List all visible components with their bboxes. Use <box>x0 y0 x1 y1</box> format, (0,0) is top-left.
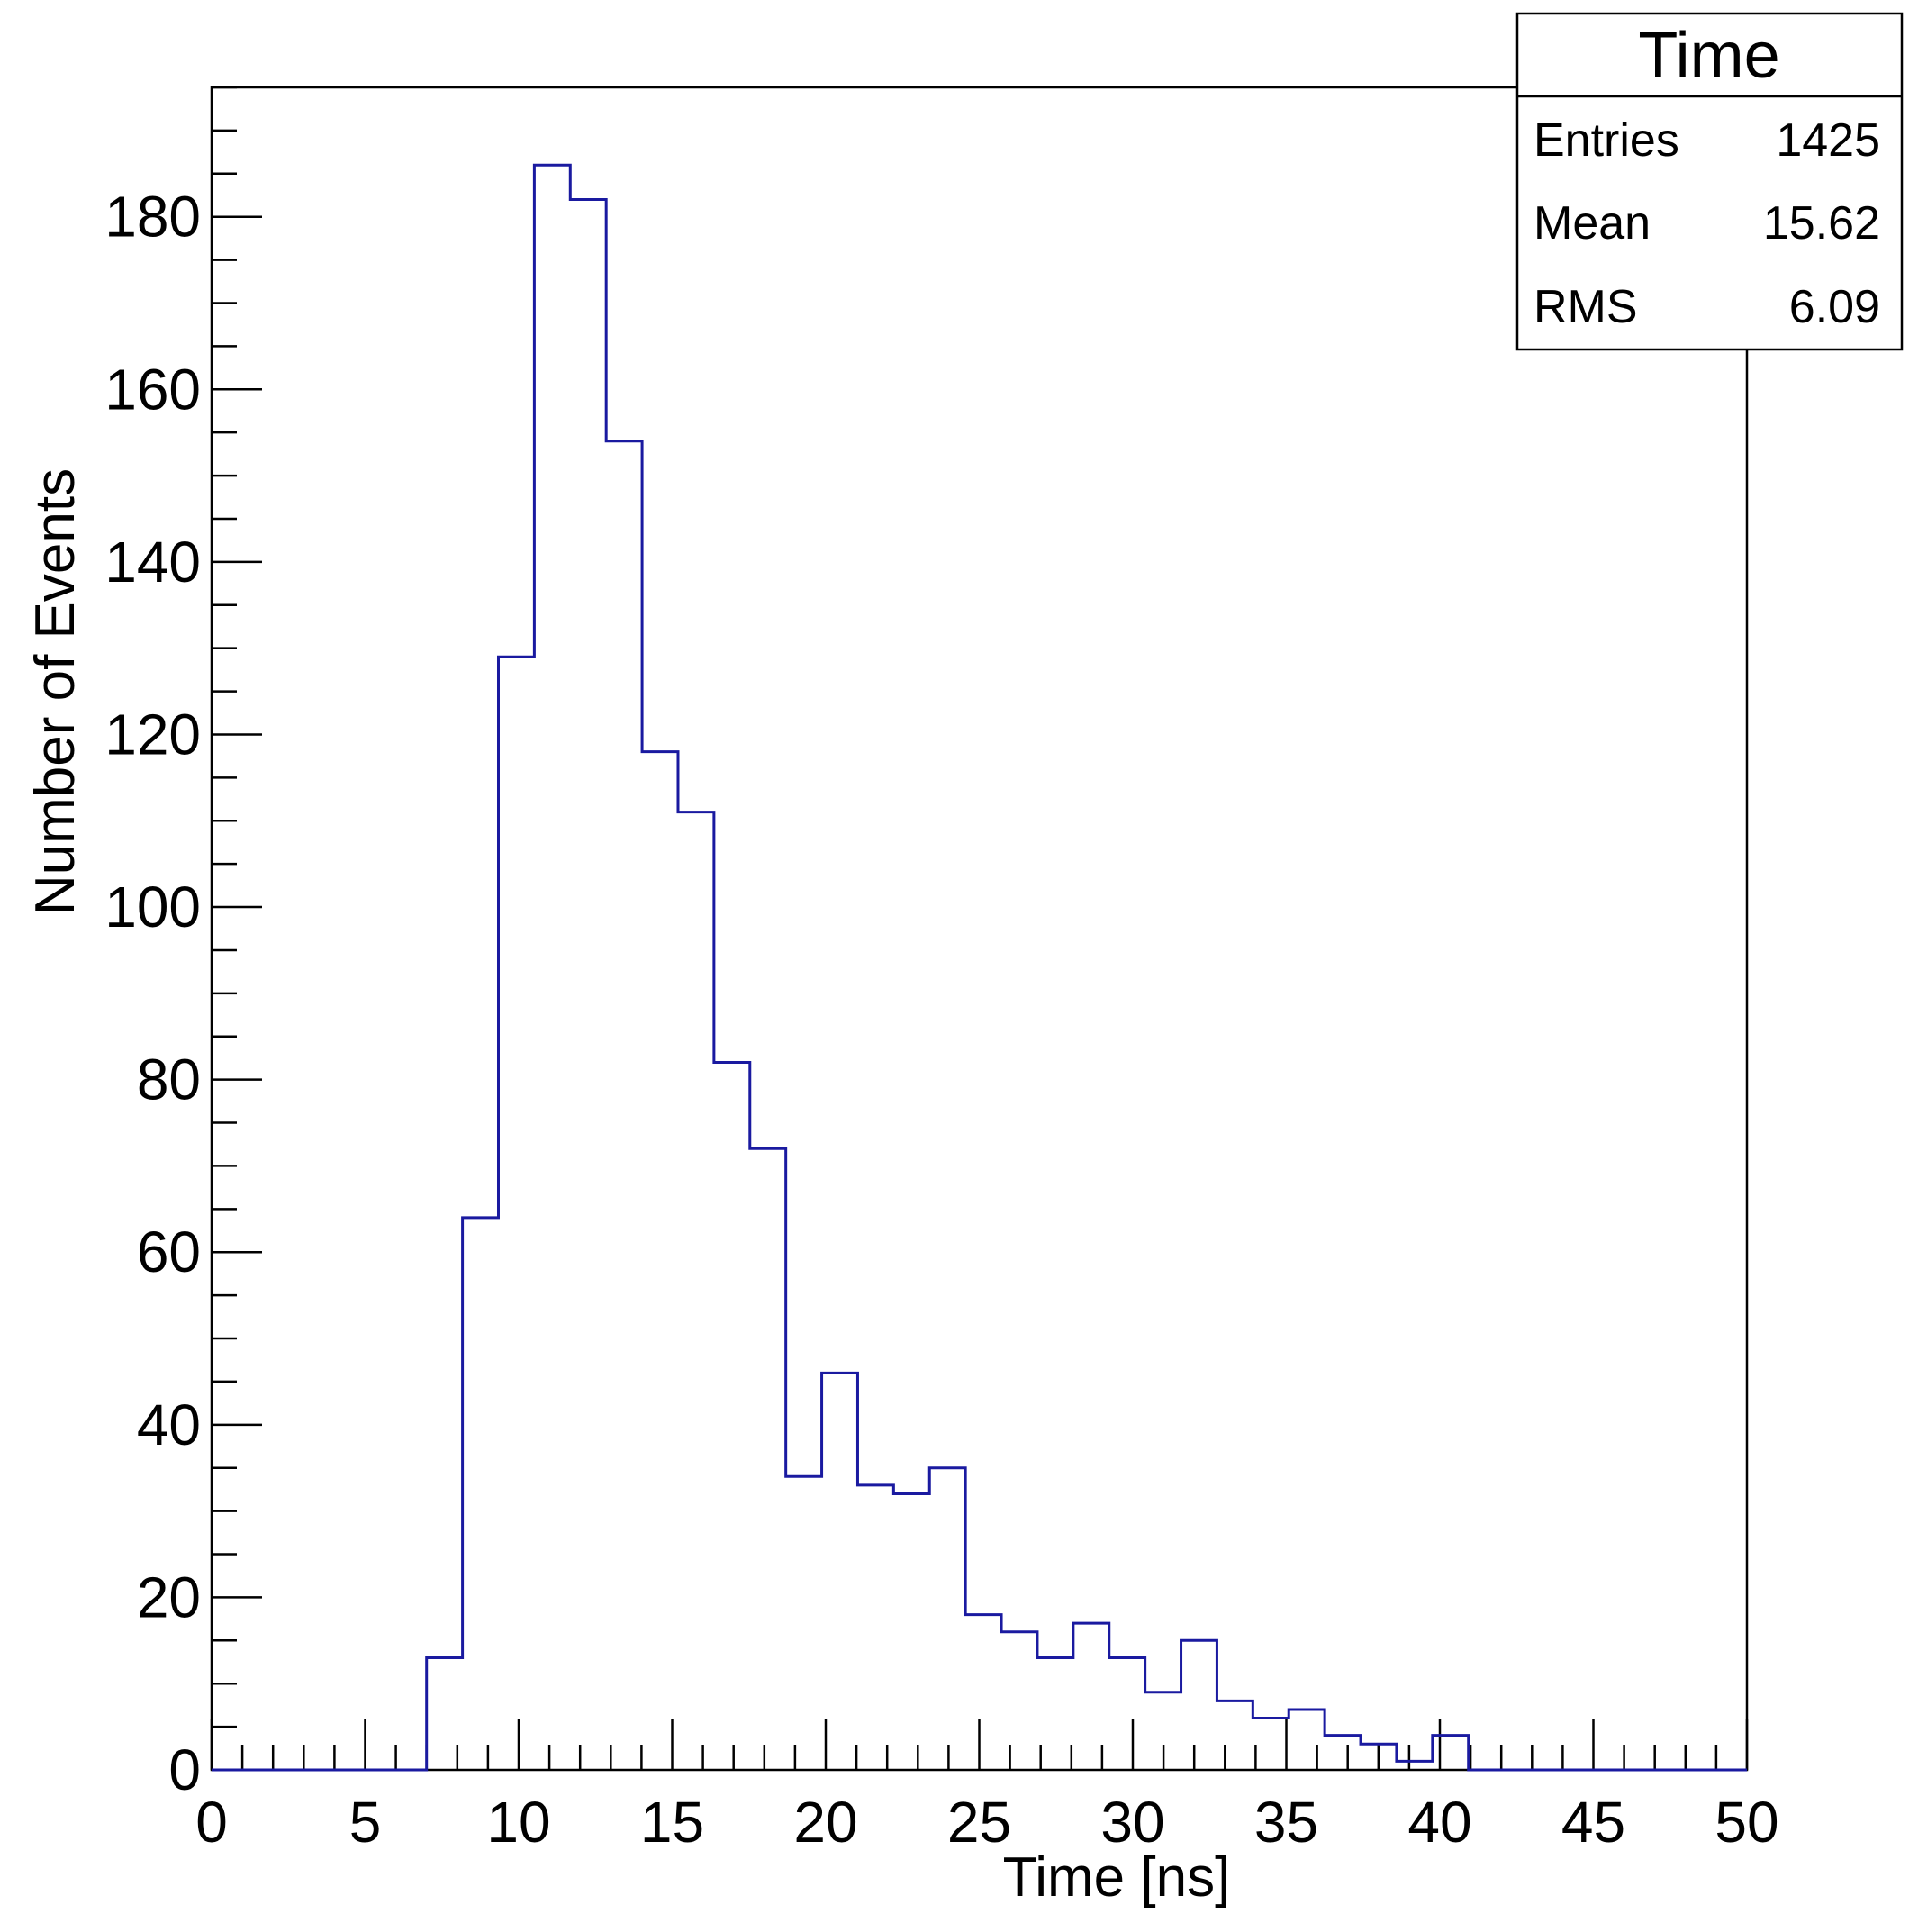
axis-ticks <box>210 86 1749 1772</box>
histogram-bin <box>678 812 714 1770</box>
y-tick-label: 100 <box>104 875 201 939</box>
stats-entries-value: 1425 <box>1776 114 1880 167</box>
histogram-bin <box>1217 1701 1253 1770</box>
y-tick-label: 180 <box>104 185 201 249</box>
y-tick-label: 80 <box>137 1048 201 1112</box>
y-tick-label: 160 <box>104 357 201 422</box>
stats-rms-label: RMS <box>1534 281 1638 333</box>
histogram-bin <box>1037 1657 1073 1770</box>
histogram-bin <box>606 441 642 1770</box>
histogram-bin <box>1289 1710 1325 1770</box>
x-tick-label: 5 <box>349 1790 382 1855</box>
stats-box: Time Entries 1425 Mean 15.62 RMS 6.09 <box>1515 12 1904 351</box>
x-tick-label: 25 <box>947 1790 1011 1855</box>
y-tick-label: 0 <box>168 1737 201 1802</box>
stats-mean-label: Mean <box>1534 197 1651 249</box>
histogram-bin <box>1109 1657 1145 1770</box>
x-tick-label: 35 <box>1254 1790 1318 1855</box>
histogram-bin <box>463 1218 499 1770</box>
histogram-bins <box>427 165 1469 1770</box>
x-tick-label: 10 <box>486 1790 550 1855</box>
histogram-bin <box>1001 1632 1037 1770</box>
stats-mean-value: 15.62 <box>1763 197 1880 249</box>
stats-rms-value: 6.09 <box>1789 281 1880 333</box>
histogram-bin <box>1181 1640 1217 1770</box>
stats-entries-label: Entries <box>1534 114 1679 167</box>
y-tick-label: 140 <box>104 530 201 594</box>
histogram-bin <box>822 1373 858 1770</box>
histogram-bin <box>1433 1736 1469 1770</box>
y-tick-label: 20 <box>137 1565 201 1629</box>
histogram-bin <box>534 165 570 1770</box>
stats-box-frame <box>1515 12 1904 351</box>
x-tick-label: 15 <box>640 1790 704 1855</box>
x-tick-label: 40 <box>1407 1790 1471 1855</box>
histogram-bin <box>570 200 606 1770</box>
y-axis-title: Number of Events <box>24 468 86 915</box>
histogram-bin <box>929 1468 965 1770</box>
histogram-bin <box>1325 1736 1361 1770</box>
x-tick-label: 45 <box>1561 1790 1625 1855</box>
histogram-outline <box>212 163 1747 1772</box>
x-axis-title: Time [ns] <box>1003 1846 1231 1909</box>
x-tick-labels: 0 5 10 15 20 25 30 35 40 45 50 <box>195 1790 1778 1855</box>
histogram-bin <box>893 1493 929 1770</box>
y-tick-label: 60 <box>137 1220 201 1284</box>
x-tick-label: 50 <box>1714 1790 1778 1855</box>
histogram-bin <box>965 1615 1001 1770</box>
histogram-bin <box>714 1062 750 1770</box>
histogram-bin <box>857 1485 893 1770</box>
y-tick-label: 120 <box>104 702 201 766</box>
histogram-bin <box>642 752 678 1770</box>
histogram-bin <box>498 657 534 1770</box>
x-tick-label: 20 <box>793 1790 857 1855</box>
y-tick-labels: 0 20 40 60 80 100 120 140 160 180 <box>104 185 201 1802</box>
stats-box-title: Time <box>1638 20 1779 92</box>
histogram-bin <box>786 1476 822 1770</box>
x-tick-label: 30 <box>1100 1790 1164 1855</box>
histogram-bin <box>1253 1719 1289 1770</box>
histogram-bin <box>750 1148 786 1770</box>
x-tick-label: 0 <box>195 1790 228 1855</box>
y-tick-label: 40 <box>137 1392 201 1457</box>
histogram-bin <box>1073 1623 1109 1770</box>
